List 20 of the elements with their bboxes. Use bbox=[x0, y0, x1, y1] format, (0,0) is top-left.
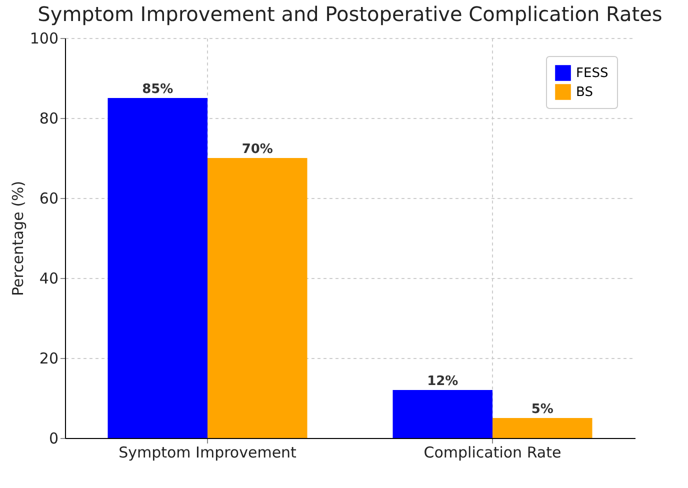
data-label: 5% bbox=[531, 402, 554, 417]
y-tick-label: 100 bbox=[30, 30, 58, 48]
y-tick-label: 40 bbox=[39, 270, 58, 288]
x-tick-label: Complication Rate bbox=[424, 444, 562, 462]
bar bbox=[208, 158, 308, 438]
legend-label: FESS bbox=[576, 66, 608, 81]
chart-title: Symptom Improvement and Postoperative Complication Rates bbox=[38, 2, 662, 26]
data-label: 70% bbox=[242, 142, 273, 157]
data-label: 12% bbox=[427, 374, 458, 389]
bar bbox=[492, 418, 592, 438]
bar bbox=[108, 98, 208, 438]
y-tick-label: 60 bbox=[39, 190, 58, 208]
x-tick-label: Symptom Improvement bbox=[118, 444, 297, 462]
legend-label: BS bbox=[576, 85, 593, 100]
y-tick-label: 80 bbox=[39, 110, 58, 128]
data-label: 85% bbox=[142, 82, 174, 97]
y-axis-title: Percentage (%) bbox=[8, 180, 27, 296]
y-tick-label: 0 bbox=[48, 430, 58, 448]
bar bbox=[392, 390, 492, 438]
y-tick-label: 20 bbox=[39, 350, 58, 368]
